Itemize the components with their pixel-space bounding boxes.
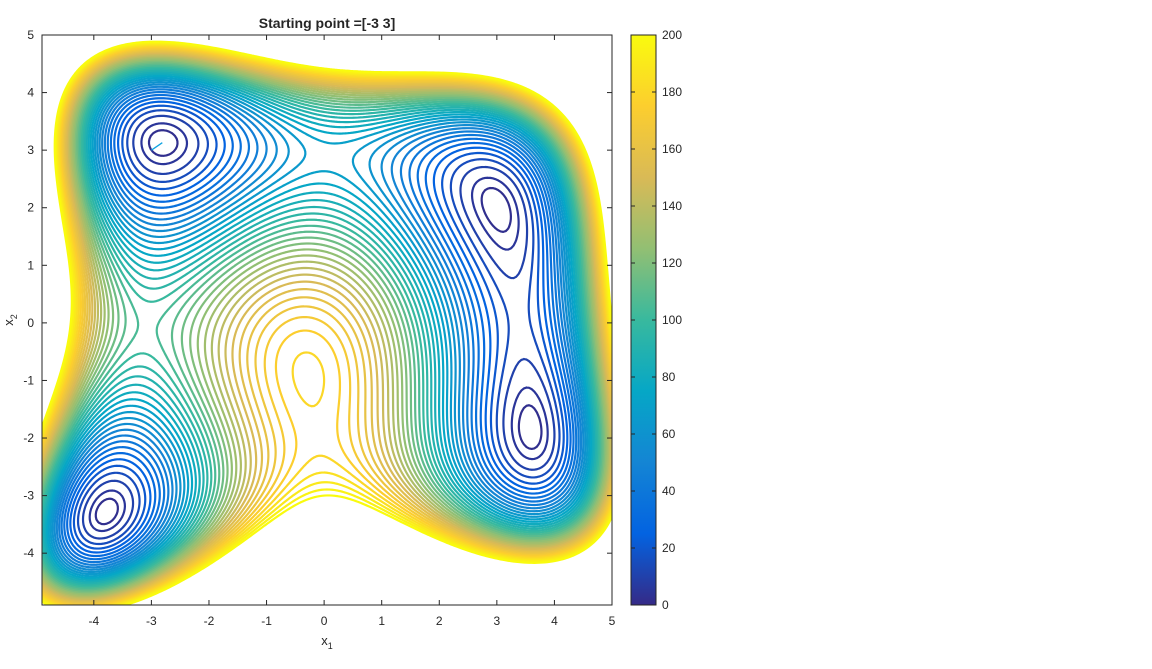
contour-line (69, 100, 569, 554)
x-tick-label: 3 (494, 614, 501, 628)
y-tick-label: 3 (27, 143, 34, 157)
y-tick-label: 0 (27, 316, 34, 330)
contour-line (45, 74, 593, 580)
contour-line (42, 61, 605, 593)
colorbar-tick-label: 100 (662, 313, 682, 327)
contour-line (42, 40, 612, 605)
contour-line (63, 93, 575, 561)
contour-line (42, 49, 612, 605)
y-axis-ticks: 5 4 3 2 1 0 -1 -2 -3 -4 (23, 28, 612, 560)
y-tick-label: -3 (23, 489, 34, 503)
contour-line (42, 71, 596, 583)
y-axis-label-sub: 2 (9, 314, 19, 319)
contour-line (42, 47, 612, 605)
colorbar-tick-label: 160 (662, 142, 682, 156)
plot-frame (41, 34, 613, 606)
contour-lines (42, 40, 612, 605)
contour-line (81, 114, 556, 540)
contour-line (42, 46, 612, 605)
chart-title: Starting point =[-3 3] (259, 15, 396, 31)
contour-line (42, 53, 612, 601)
contour-line (42, 51, 612, 602)
contour-line (55, 85, 583, 569)
x-tick-label: 1 (378, 614, 385, 628)
colorbar-tick-label: 120 (662, 256, 682, 270)
path-line (151, 142, 163, 151)
y-axis-label-main: x (1, 319, 16, 326)
contour-line (42, 67, 599, 587)
x-axis-label: x1 (321, 633, 333, 651)
colorbar-tick-label: 180 (662, 85, 682, 99)
y-tick-label: 2 (27, 201, 34, 215)
contour-line (42, 66, 601, 588)
x-tick-label: 2 (436, 614, 443, 628)
contour-line (58, 88, 580, 566)
contour-line (72, 104, 565, 550)
x-tick-label: -2 (204, 614, 215, 628)
colorbar-tick-label: 200 (662, 28, 682, 42)
y-tick-label: 1 (27, 258, 34, 272)
contour-line (42, 62, 604, 592)
contour-line (42, 57, 609, 597)
x-tick-label: 4 (551, 614, 558, 628)
x-tick-label: -3 (146, 614, 157, 628)
colorbar-tick-label: 20 (662, 541, 676, 555)
contour-line (47, 76, 591, 578)
contour-line (42, 69, 598, 585)
contour-line (42, 59, 607, 595)
optimization-path (151, 142, 163, 151)
colorbar-tick-label: 140 (662, 199, 682, 213)
y-tick-label: -4 (23, 546, 34, 560)
contour-line (49, 78, 589, 576)
contour-line (60, 90, 578, 564)
contour-line (76, 109, 561, 546)
contour-line (42, 44, 612, 605)
contour-line (53, 83, 585, 571)
x-tick-label: -1 (261, 614, 272, 628)
x-axis-label-main: x (321, 633, 328, 648)
contour-line (51, 81, 587, 574)
contour-line (42, 50, 612, 604)
y-tick-label: -2 (23, 431, 34, 445)
y-tick-label: 5 (27, 28, 34, 42)
colorbar-tick-label: 80 (662, 370, 676, 384)
contour-line (42, 48, 612, 605)
colorbar-tick-label: 0 (662, 598, 669, 612)
x-tick-label: -4 (88, 614, 99, 628)
contour-line (42, 64, 602, 590)
x-axis-label-sub: 1 (328, 641, 333, 651)
x-tick-label: 0 (321, 614, 328, 628)
contour-line (66, 97, 572, 558)
y-tick-label: 4 (27, 86, 34, 100)
colorbar-tick-label: 60 (662, 427, 676, 441)
y-tick-label: -1 (23, 373, 34, 387)
contour-line (88, 122, 549, 533)
contour-line (42, 54, 612, 600)
y-axis-label: x2 (1, 314, 19, 326)
contour-line (94, 129, 543, 526)
contour-line (44, 72, 595, 582)
colorbar-tick-label: 40 (662, 484, 676, 498)
x-axis-ticks: -4 -3 -2 -1 0 1 2 3 4 5 (88, 35, 616, 628)
x-tick-label: 5 (609, 614, 616, 628)
contour-line (42, 55, 611, 599)
